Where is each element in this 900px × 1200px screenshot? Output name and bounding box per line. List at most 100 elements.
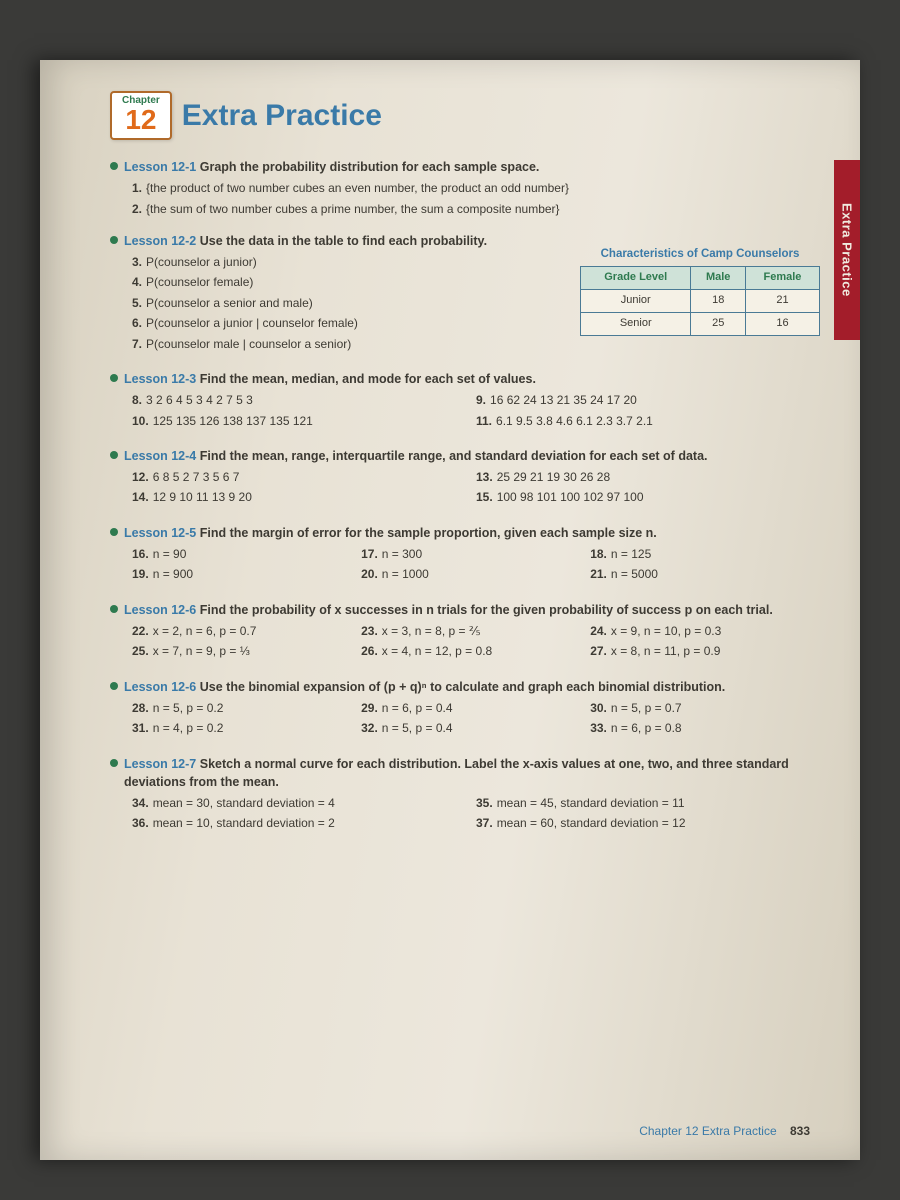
problem-item: 17.n = 300 bbox=[361, 546, 590, 563]
problem-number: 28. bbox=[132, 701, 149, 715]
problem-number: 21. bbox=[590, 567, 607, 581]
problem-item: 18.n = 125 bbox=[590, 546, 819, 563]
problem-text: x = 8, n = 11, p = 0.9 bbox=[611, 644, 721, 658]
problem-text: P(counselor a senior and male) bbox=[146, 296, 313, 310]
lesson-items: 22.x = 2, n = 6, p = 0.723.x = 3, n = 8,… bbox=[132, 623, 820, 664]
lesson-instruction: Use the data in the table to find each p… bbox=[200, 234, 487, 248]
lesson-heading: Lesson 12-5 Find the margin of error for… bbox=[110, 524, 820, 542]
problem-item: 24.x = 9, n = 10, p = 0.3 bbox=[590, 623, 819, 640]
lesson-block: Lesson 12-7 Sketch a normal curve for ea… bbox=[110, 755, 820, 836]
problem-item: 36. mean = 10, standard deviation = 2 bbox=[132, 815, 476, 832]
bullet-icon bbox=[110, 162, 118, 170]
problem-text: P(counselor a junior | counselor female) bbox=[146, 316, 358, 330]
lesson-instruction: Sketch a normal curve for each distribut… bbox=[124, 757, 789, 789]
bullet-icon bbox=[110, 451, 118, 459]
table-cell: 21 bbox=[745, 289, 819, 312]
lesson-instruction: Use the binomial expansion of (p + q)ⁿ t… bbox=[200, 680, 726, 694]
table-cell: 25 bbox=[691, 312, 745, 335]
chapter-number: 12 bbox=[122, 106, 160, 134]
lesson-block: Lesson 12-6 Use the binomial expansion o… bbox=[110, 678, 820, 741]
problem-item: 12.6 8 5 2 7 3 5 6 7 bbox=[132, 469, 476, 486]
lesson-instruction: Find the margin of error for the sample … bbox=[200, 526, 657, 540]
problem-text: x = 4, n = 12, p = 0.8 bbox=[382, 644, 492, 658]
problem-item: 31.n = 4, p = 0.2 bbox=[132, 720, 361, 737]
lesson-label: Lesson 12-5 bbox=[124, 526, 196, 540]
problem-item: 19.n = 900 bbox=[132, 566, 361, 583]
problem-number: 3. bbox=[132, 255, 142, 269]
problem-number: 26. bbox=[361, 644, 378, 658]
lesson-block: Lesson 12-2 Use the data in the table to… bbox=[110, 232, 820, 356]
bullet-icon bbox=[110, 236, 118, 244]
problem-text: x = 7, n = 9, p = ⅓ bbox=[153, 644, 250, 658]
page-footer: Chapter 12 Extra Practice 833 bbox=[639, 1124, 810, 1138]
problem-text: mean = 30, standard deviation = 4 bbox=[153, 796, 335, 810]
problem-text: n = 90 bbox=[153, 547, 187, 561]
problem-text: n = 300 bbox=[382, 547, 422, 561]
lesson-instruction: Find the mean, median, and mode for each… bbox=[200, 372, 536, 386]
problem-number: 16. bbox=[132, 547, 149, 561]
table-header: Female bbox=[745, 266, 819, 289]
problem-text: n = 5, p = 0.2 bbox=[153, 701, 224, 715]
chapter-badge: Chapter 12 bbox=[110, 91, 172, 140]
table-cell: 18 bbox=[691, 289, 745, 312]
problem-text: 3 2 6 4 5 3 4 2 7 5 3 bbox=[146, 393, 253, 407]
problem-text: P(counselor female) bbox=[146, 275, 253, 289]
table-cell: Junior bbox=[581, 289, 691, 312]
problem-number: 29. bbox=[361, 701, 378, 715]
problem-text: 6 8 5 2 7 3 5 6 7 bbox=[153, 470, 240, 484]
problem-number: 23. bbox=[361, 624, 378, 638]
problem-item: 22.x = 2, n = 6, p = 0.7 bbox=[132, 623, 361, 640]
problem-number: 1. bbox=[132, 181, 142, 195]
problem-item: 15.100 98 101 100 102 97 100 bbox=[476, 489, 820, 506]
problem-text: n = 6, p = 0.4 bbox=[382, 701, 453, 715]
problem-number: 27. bbox=[590, 644, 607, 658]
bullet-icon bbox=[110, 374, 118, 382]
lesson-items: 8. 3 2 6 4 5 3 4 2 7 5 3 9.16 62 24 13 21 … bbox=[132, 392, 820, 433]
problem-text: mean = 10, standard deviation = 2 bbox=[153, 816, 335, 830]
problem-text: n = 5000 bbox=[611, 567, 658, 581]
lesson-heading: Lesson 12-6 Find the probability of x su… bbox=[110, 601, 820, 619]
problem-text: P(counselor male | counselor a senior) bbox=[146, 337, 351, 351]
problem-item: 35.mean = 45, standard deviation = 11 bbox=[476, 795, 820, 812]
problem-text: n = 1000 bbox=[382, 567, 429, 581]
problem-text: 100 98 101 100 102 97 100 bbox=[497, 490, 644, 504]
lesson-heading: Lesson 12-7 Sketch a normal curve for ea… bbox=[110, 755, 820, 791]
problem-number: 37. bbox=[476, 816, 493, 830]
problem-item: 11.6.1 9.5 3.8 4.6 6.1 2.3 3.7 2.1 bbox=[476, 413, 820, 430]
problem-text: {the product of two number cubes an even… bbox=[146, 181, 569, 195]
lesson-block: Lesson 12-3 Find the mean, median, and m… bbox=[110, 370, 820, 433]
problem-text: n = 125 bbox=[611, 547, 651, 561]
problem-number: 14. bbox=[132, 490, 149, 504]
table-cell: 16 bbox=[745, 312, 819, 335]
problem-number: 8. bbox=[132, 393, 142, 407]
problem-number: 2. bbox=[132, 202, 142, 216]
problem-number: 36. bbox=[132, 816, 149, 830]
problem-item: 9.16 62 24 13 21 35 24 17 20 bbox=[476, 392, 820, 409]
lesson-label: Lesson 12-6 bbox=[124, 603, 196, 617]
textbook-page: Extra Practice Chapter 12 Extra Practice… bbox=[40, 60, 860, 1160]
problem-number: 7. bbox=[132, 337, 142, 351]
problem-number: 20. bbox=[361, 567, 378, 581]
lesson-block: Lesson 12-4 Find the mean, range, interq… bbox=[110, 447, 820, 510]
lesson-block: Lesson 12-6 Find the probability of x su… bbox=[110, 601, 820, 664]
problem-item: 33.n = 6, p = 0.8 bbox=[590, 720, 819, 737]
lesson-heading: Lesson 12-6 Use the binomial expansion o… bbox=[110, 678, 820, 696]
problem-text: n = 6, p = 0.8 bbox=[611, 721, 682, 735]
problem-text: 6.1 9.5 3.8 4.6 6.1 2.3 3.7 2.1 bbox=[496, 414, 653, 428]
lesson-items: 34.mean = 30, standard deviation = 435.m… bbox=[132, 795, 820, 836]
page-number: 833 bbox=[790, 1124, 810, 1138]
problem-item: 20. n = 1000 bbox=[361, 566, 590, 583]
problem-item: 21. n = 5000 bbox=[590, 566, 819, 583]
problem-item: 29. n = 6, p = 0.4 bbox=[361, 700, 590, 717]
problem-item: 30.n = 5, p = 0.7 bbox=[590, 700, 819, 717]
problem-text: n = 900 bbox=[153, 567, 193, 581]
problem-item: 27. x = 8, n = 11, p = 0.9 bbox=[590, 643, 819, 660]
lesson-items: 28. n = 5, p = 0.2 29. n = 6, p = 0.4 30.n =… bbox=[132, 700, 820, 741]
page-title: Extra Practice bbox=[182, 99, 382, 133]
problem-number: 22. bbox=[132, 624, 149, 638]
bullet-icon bbox=[110, 759, 118, 767]
problem-item: 25.x = 7, n = 9, p = ⅓ bbox=[132, 643, 361, 660]
problem-item: 1. {the product of two number cubes an ev… bbox=[132, 180, 820, 197]
problem-text: n = 5, p = 0.7 bbox=[611, 701, 682, 715]
problem-item: 13.25 29 21 19 30 26 28 bbox=[476, 469, 820, 486]
